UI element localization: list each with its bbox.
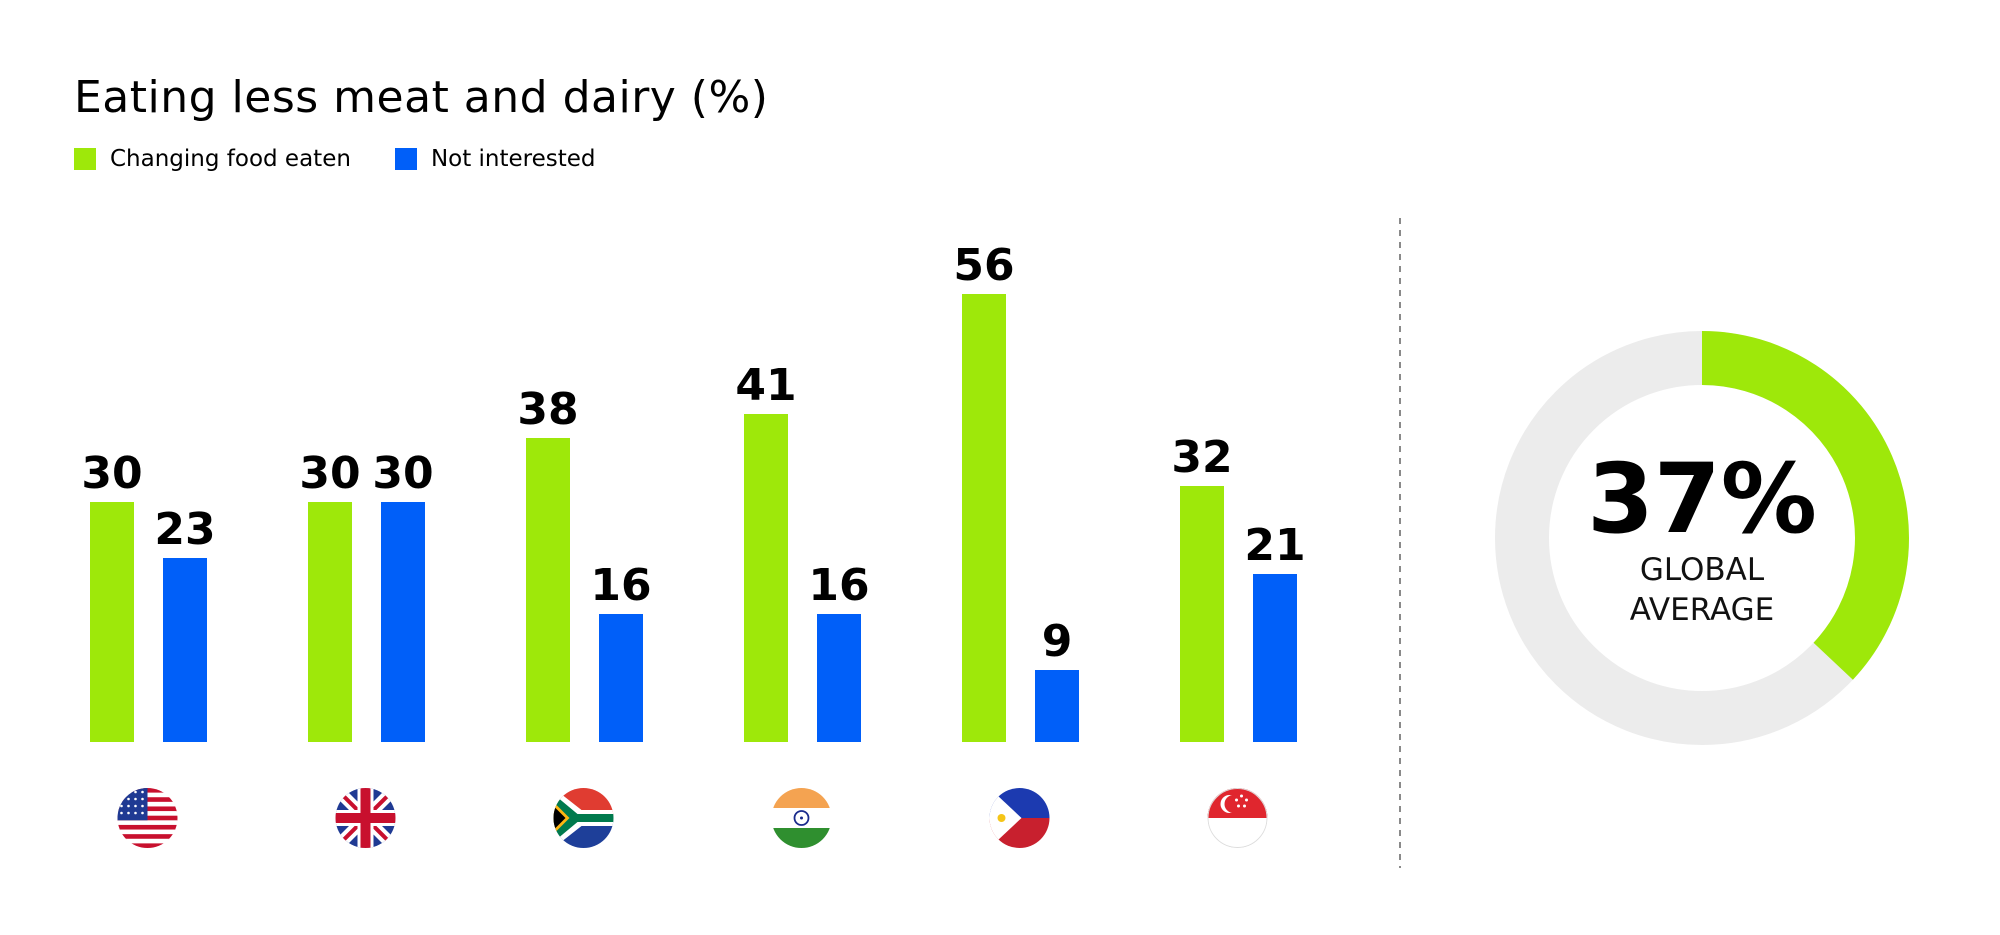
legend-item-not-interested: Not interested — [394, 146, 596, 172]
bar-value-label: 23 — [154, 504, 215, 555]
bar-1-0 — [308, 502, 352, 742]
bar-4-0 — [962, 294, 1006, 742]
bar-1-1 — [381, 502, 425, 742]
bar-5-1 — [1253, 574, 1297, 742]
bar-2-0 — [526, 438, 570, 742]
bar-3-1 — [817, 614, 861, 742]
donut-arc — [1701, 331, 1909, 680]
flag-in-icon — [771, 788, 832, 848]
flag-sg-icon — [1207, 788, 1268, 848]
bar-3-0 — [744, 414, 788, 742]
bar-value-label: 30 — [81, 448, 142, 499]
legend-swatch-not-interested — [394, 148, 417, 170]
bar-value-label: 30 — [299, 448, 360, 499]
donut-caption-line1: GLOBAL — [1640, 552, 1765, 588]
bar-value-label: 16 — [590, 560, 651, 611]
legend-item-changing: Changing food eaten — [74, 146, 351, 172]
chart-title: Eating less meat and dairy (%) — [74, 72, 769, 123]
legend: Changing food eaten Not interested — [74, 146, 596, 172]
bar-value-label: 21 — [1244, 520, 1305, 571]
bar-2-1 — [599, 614, 643, 742]
bar-value-label: 30 — [372, 448, 433, 499]
flag-za-icon — [553, 788, 614, 848]
legend-label-not-interested: Not interested — [430, 146, 596, 172]
bar-value-label: 41 — [735, 360, 796, 411]
bar-value-label: 38 — [517, 384, 578, 435]
donut-value: 37% — [1587, 443, 1817, 555]
bar-0-0 — [90, 502, 134, 742]
flag-uk-icon — [335, 788, 396, 848]
donut-chart: 37% GLOBAL AVERAGE — [1495, 331, 1909, 745]
bar-value-label: 16 — [808, 560, 869, 611]
legend-swatch-changing — [74, 148, 96, 170]
bar-4-1 — [1035, 670, 1079, 742]
bar-value-label: 9 — [1042, 616, 1073, 667]
flag-ph-icon — [989, 788, 1050, 848]
bar-value-label: 32 — [1171, 432, 1232, 483]
bar-0-1 — [163, 558, 207, 742]
donut-caption-line2: AVERAGE — [1630, 592, 1775, 628]
flag-group — [117, 788, 1268, 848]
legend-label-changing: Changing food eaten — [110, 146, 351, 172]
bar-5-0 — [1180, 486, 1224, 742]
flag-us-icon — [117, 788, 178, 848]
bar-value-label: 56 — [953, 240, 1014, 291]
